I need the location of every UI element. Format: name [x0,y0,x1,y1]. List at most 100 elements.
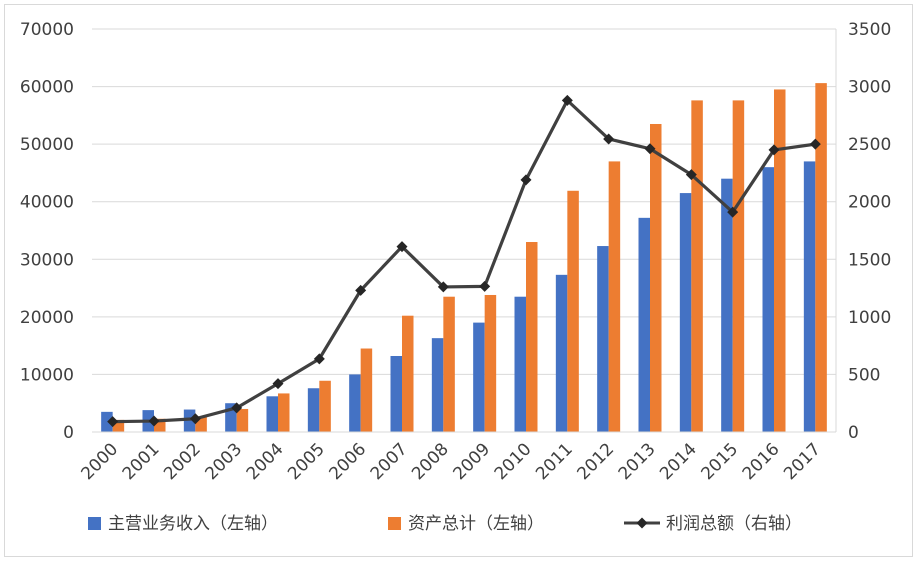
profit-point [148,415,160,427]
profit-point [644,143,656,155]
profit-point [768,144,780,156]
profit-point [437,281,449,293]
bar-assets [319,380,331,432]
x-tick-label: 2013 [615,439,660,484]
bar-assets [236,408,249,432]
bar-revenue [514,296,526,432]
bar-revenue [266,396,278,432]
bar-assets [526,242,538,432]
profit-point [479,280,491,292]
y-right-tick-label: 1000 [848,308,891,328]
x-tick-label: 2017 [780,439,825,484]
chart-frame [4,4,913,557]
bars [101,83,827,433]
bar-revenue [225,403,237,432]
bar-revenue [721,178,733,432]
legend-swatch [88,517,101,530]
profit-point [809,138,821,150]
x-tick-label: 2004 [243,439,288,484]
y-left-tick-label: 60000 [20,78,74,98]
profit-point [272,378,284,390]
profit-point [561,94,573,106]
bar-revenue [431,338,444,432]
legend-marker [636,517,648,529]
bar-assets [443,296,455,432]
x-tick-label: 2008 [408,439,453,484]
legend-label: 利润总额（右轴） [666,514,802,534]
profit-point [396,241,408,253]
bar-revenue [803,161,816,432]
x-tick-label: 2007 [367,439,412,484]
y-left-tick-label: 0 [63,423,74,443]
bar-revenue [638,217,650,432]
bar-assets [484,294,497,432]
profit-point [603,133,615,145]
bar-assets [112,419,125,432]
profit-point [685,169,697,181]
y-right-tick-label: 2500 [848,135,891,155]
bar-revenue [307,388,320,432]
bar-revenue [762,167,774,432]
bar-revenue [183,409,196,432]
bar-assets [154,418,166,432]
bar-assets [402,315,414,432]
x-tick-label: 2012 [573,439,618,484]
profit-line-path [112,98,816,424]
legend-label: 资产总计（左轴） [408,514,544,534]
x-tick-label: 2000 [77,439,122,484]
bar-revenue [349,374,361,432]
bar-assets [691,100,703,432]
profit-point [355,284,367,296]
x-tick-label: 2003 [201,439,246,484]
y-right-tick-label: 3000 [848,78,891,98]
y-left-tick-label: 40000 [20,193,74,213]
bar-assets [650,123,662,432]
y-right-tick-label: 3500 [848,20,891,40]
x-tick-label: 2001 [119,439,164,484]
y-left-tick-label: 70000 [20,20,74,40]
legend-label: 主营业务收入（左轴） [108,514,278,534]
profit-point [107,416,119,428]
bar-assets [278,393,290,432]
profit-line [107,94,821,428]
y-right-tick-label: 1500 [848,250,891,270]
bar-revenue [597,246,609,432]
x-tick-label: 2002 [160,439,205,484]
x-tick-label: 2015 [697,439,742,484]
profit-point [520,174,532,186]
profit-point [189,413,201,425]
profit-point [727,206,739,218]
bar-assets [360,348,373,432]
gridlines [92,28,836,375]
profit-point [231,402,243,414]
x-tick-label: 2014 [656,439,701,484]
y-right-tick-label: 2000 [848,193,891,213]
bar-assets [567,190,579,432]
y-right-tick-label: 500 [848,365,880,385]
y-left-tick-label: 10000 [20,365,74,385]
y-left-tick-label: 30000 [20,250,74,270]
bar-assets [608,161,621,432]
bar-revenue [555,274,568,432]
x-tick-label: 2010 [491,439,536,484]
bar-revenue [390,356,402,432]
bar-assets [732,100,745,432]
x-tick-label: 2005 [284,439,329,484]
y-right-tick-label: 0 [848,423,859,443]
x-tick-label: 2016 [739,439,784,484]
bar-assets [195,416,207,432]
profit-point [313,353,325,365]
bar-revenue [473,322,485,432]
bar-revenue [679,193,692,432]
y-left-tick-label: 20000 [20,308,74,328]
bar-revenue [101,411,113,432]
bar-assets [774,89,786,432]
legend: 主营业务收入（左轴） 资产总计（左轴） 利润总额（右轴） [88,514,802,534]
x-tick-label: 2011 [532,439,577,484]
y-left-tick-label: 50000 [20,135,74,155]
x-tick-label: 2009 [449,439,494,484]
legend-swatch [388,517,401,530]
x-tick-label: 2006 [325,439,370,484]
bar-assets [815,83,827,433]
